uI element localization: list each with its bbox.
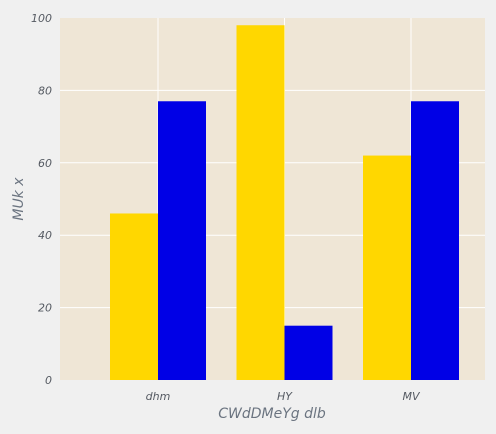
y-tick-label: 0 [45, 374, 52, 387]
bar-MV-series-2 [411, 101, 459, 380]
bar-MV-series-1 [363, 155, 411, 380]
bar-dhm-series-2 [158, 101, 206, 380]
bar-HY-series-2 [284, 325, 333, 380]
y-tick-label: 20 [38, 302, 52, 315]
y-tick-label: 40 [38, 229, 52, 242]
bar-layer [110, 25, 459, 381]
x-tick-label: MV [402, 390, 420, 403]
y-tick-label: 100 [31, 12, 52, 25]
bar-HY-series-1 [236, 25, 285, 381]
y-tick-label: 80 [38, 84, 52, 97]
y-tick-label: 60 [38, 157, 52, 170]
x-tick-label: HY [277, 390, 293, 403]
y-axis-label: MUk x [11, 177, 27, 221]
x-tick-label: dhm [146, 390, 171, 403]
x-axis-label: CWdDMeYg dlb [218, 406, 326, 422]
tick-layer: 0 20 40 60 80 100 dhm HY MV [31, 12, 421, 403]
bar-dhm-series-1 [110, 213, 158, 380]
